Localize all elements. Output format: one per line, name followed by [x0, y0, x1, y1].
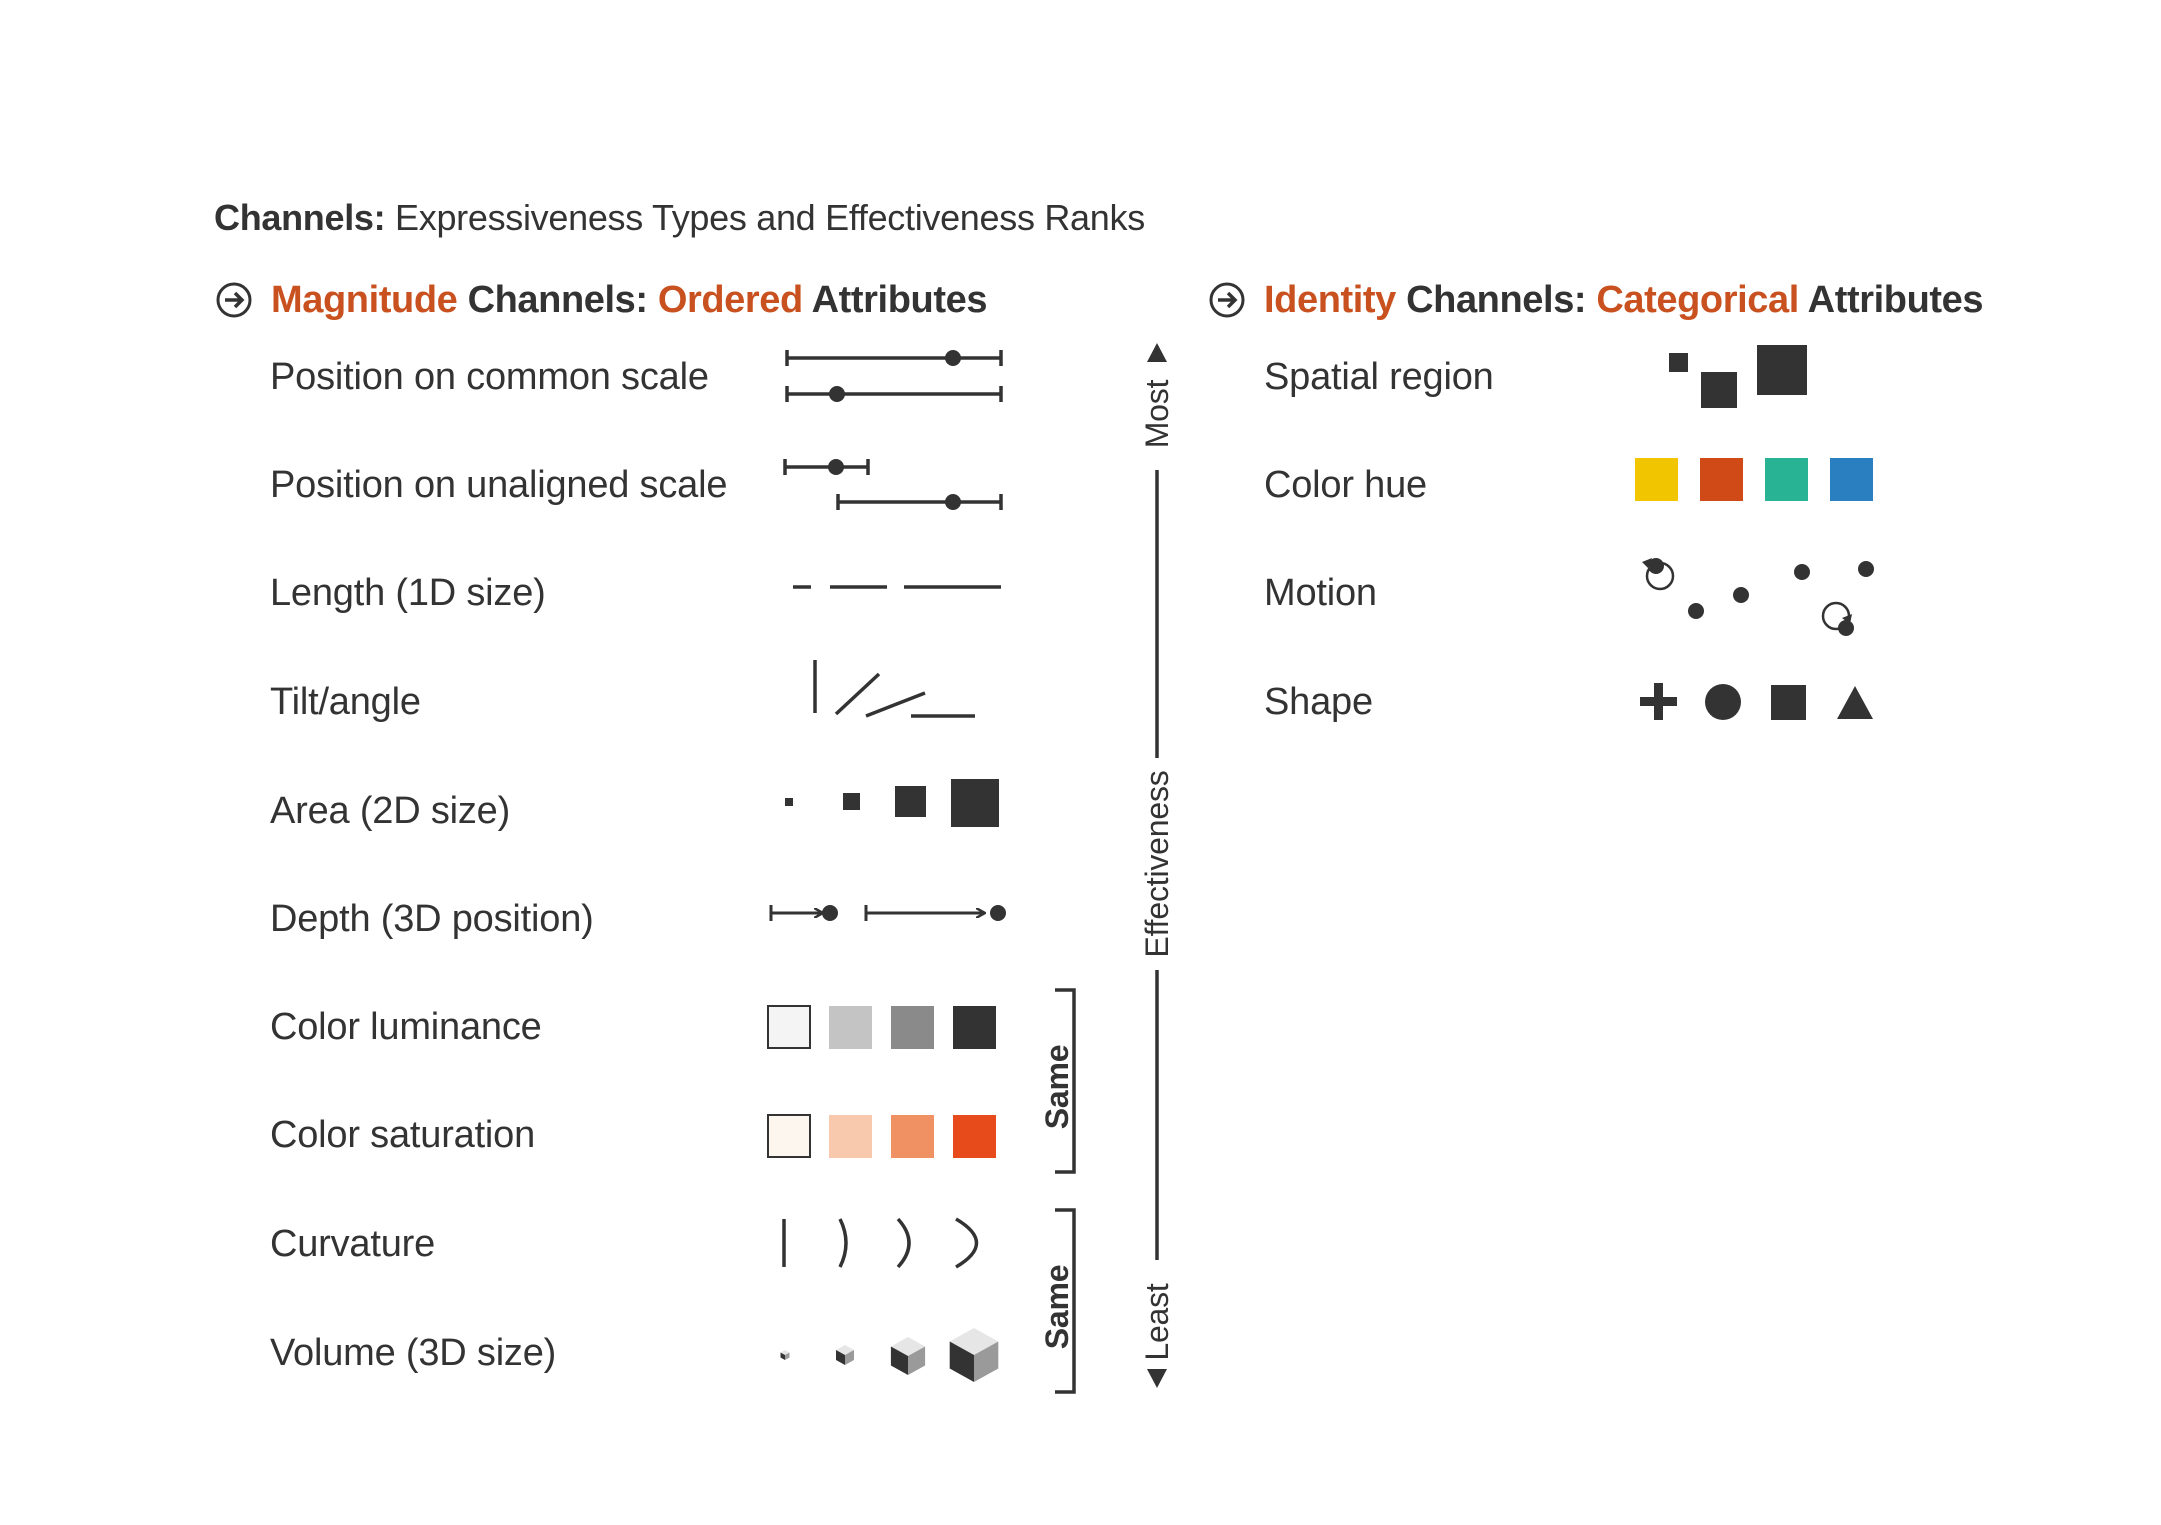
- row-label-curvature: Curvature: [270, 1223, 436, 1265]
- arrow-circle-icon: [1207, 280, 1247, 320]
- bracket-label-same: Same: [1039, 1044, 1075, 1130]
- spatial-region-glyph: [1669, 345, 1807, 408]
- row-label-area: Area (2D size): [270, 790, 511, 832]
- depth-glyph: [769, 905, 1006, 921]
- row-label-length: Length (1D size): [270, 572, 546, 614]
- row-label-position-unaligned: Position on unaligned scale: [270, 464, 728, 506]
- row-label-motion: Motion: [1264, 572, 1377, 614]
- luminance-glyph: [767, 1005, 996, 1049]
- row-label-spatial-region: Spatial region: [1264, 356, 1494, 398]
- shape-glyph: [1640, 683, 1873, 720]
- row-label-luminance: Color luminance: [270, 1006, 542, 1048]
- position-unaligned-glyph: [783, 459, 1003, 510]
- motion-glyph: [1642, 558, 1874, 636]
- position-common-glyph: [785, 350, 1003, 402]
- axis-label-effectiveness: Effectiveness: [1139, 770, 1175, 958]
- row-label-tilt: Tilt/angle: [270, 681, 421, 723]
- arrow-circle-icon: [214, 280, 254, 320]
- magnitude-heading: Magnitude Channels: Ordered Attributes: [271, 279, 988, 321]
- row-label-shape: Shape: [1264, 681, 1373, 723]
- row-label-volume: Volume (3D size): [270, 1332, 557, 1374]
- axis-label-most: Most: [1139, 379, 1175, 449]
- same-bracket-1: [1055, 988, 1076, 1174]
- area-glyph: [785, 779, 999, 827]
- effectiveness-axis: [1147, 343, 1167, 1388]
- identity-heading: Identity Channels: Categorical Attribute…: [1264, 279, 1984, 321]
- row-label-saturation: Color saturation: [270, 1114, 536, 1156]
- volume-glyph: [780, 1328, 999, 1382]
- row-label-depth: Depth (3D position): [270, 898, 594, 940]
- saturation-glyph: [767, 1114, 996, 1158]
- same-bracket-2: [1055, 1208, 1076, 1394]
- row-label-color-hue: Color hue: [1264, 464, 1427, 506]
- bracket-label-same: Same: [1039, 1264, 1075, 1350]
- color-hue-glyph: [1635, 458, 1873, 501]
- row-label-position-common: Position on common scale: [270, 356, 709, 398]
- tilt-glyph: [813, 660, 975, 718]
- page-title: Channels: Expressiveness Types and Effec…: [214, 197, 1145, 238]
- axis-label-least: Least: [1139, 1283, 1175, 1361]
- curvature-glyph: [782, 1217, 978, 1269]
